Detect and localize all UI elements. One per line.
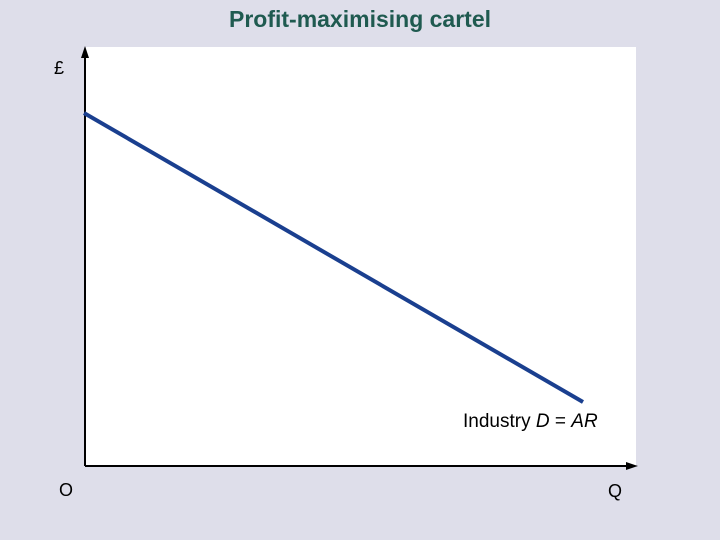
y-axis-arrowhead [81, 46, 89, 58]
plot-panel [86, 47, 636, 467]
demand-curve [82, 111, 585, 404]
x-axis-arrowhead [626, 462, 638, 470]
demand-curve-label-d: D [536, 411, 550, 432]
demand-curve-label-prefix: Industry [463, 411, 536, 432]
demand-curve-label: Industry D = AR [463, 411, 598, 432]
y-axis-label: £ [54, 58, 64, 78]
demand-curve-label-eq: = [550, 411, 572, 432]
demand-curve-label-ar: AR [570, 411, 598, 432]
x-axis-label: Q [608, 481, 622, 501]
origin-label: O [59, 480, 73, 500]
slide-title: Profit-maximising cartel [228, 6, 492, 32]
